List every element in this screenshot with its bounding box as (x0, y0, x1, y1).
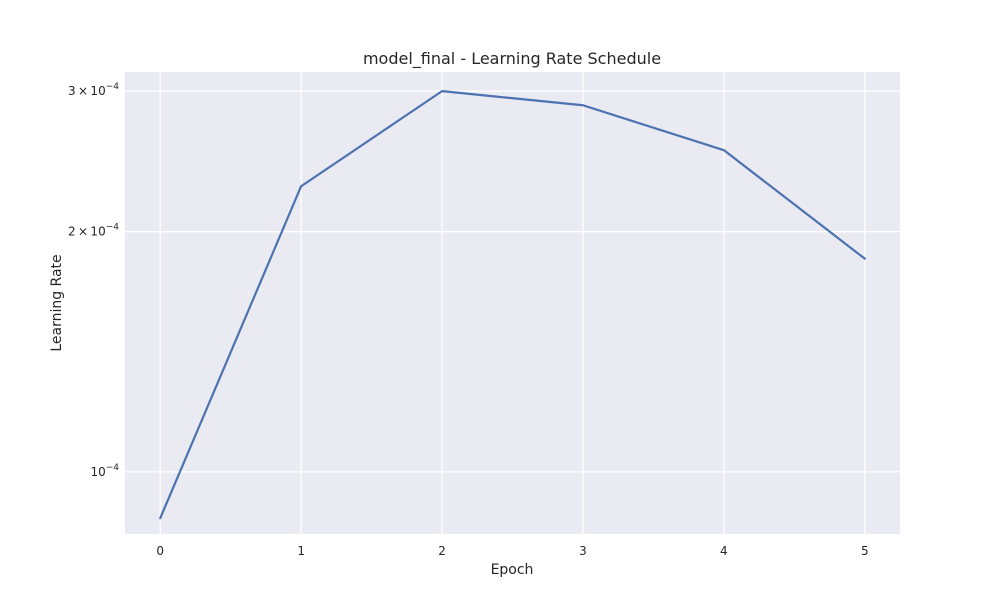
x-tick-label: 2 (438, 544, 446, 558)
y-tick-label: 10−4 (90, 463, 119, 479)
x-tick-label: 4 (720, 544, 728, 558)
y-axis-label: Learning Rate (49, 254, 65, 351)
x-tick-label: 0 (156, 544, 164, 558)
chart-title: model_final - Learning Rate Schedule (363, 49, 661, 69)
x-tick-labels: 0 1 2 3 4 5 (156, 544, 868, 558)
x-tick-label: 5 (861, 544, 869, 558)
x-tick-label: 1 (297, 544, 305, 558)
plot-background (125, 72, 900, 534)
x-axis-label: Epoch (491, 562, 534, 578)
y-tick-label: 2 × 10−4 (68, 223, 119, 239)
y-tick-label: 3 × 10−4 (68, 82, 119, 98)
x-tick-label: 3 (579, 544, 587, 558)
y-tick-labels: 3 × 10−4 2 × 10−4 10−4 (68, 82, 119, 479)
